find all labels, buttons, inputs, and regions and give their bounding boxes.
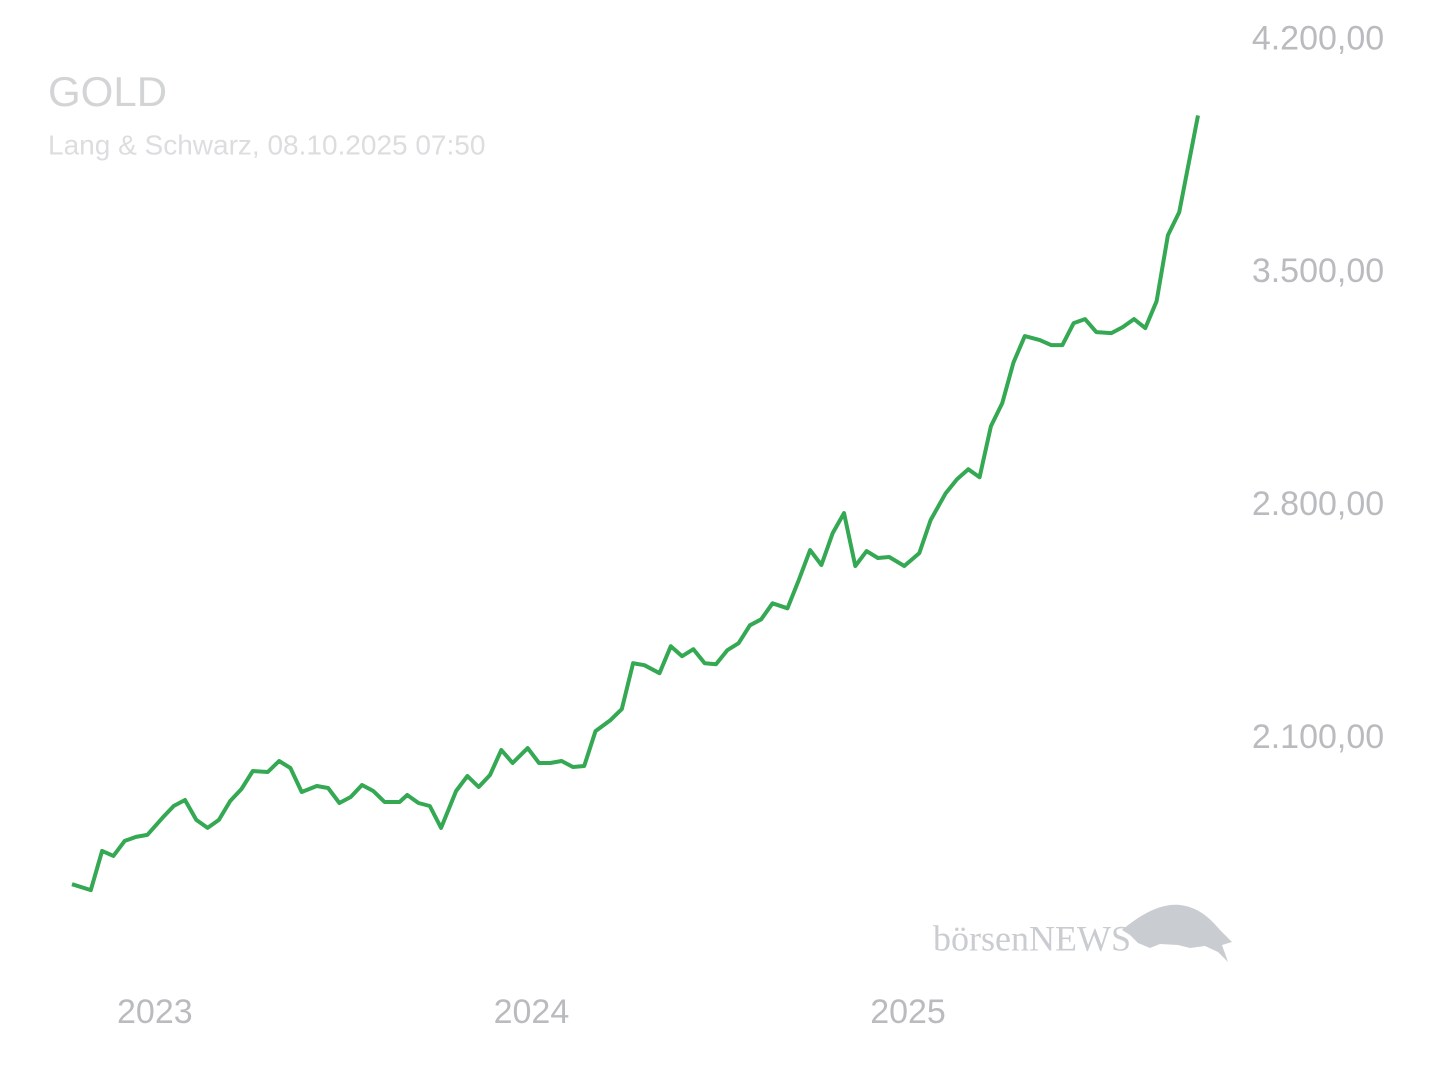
y-tick-label: 4.200,00	[1252, 19, 1384, 57]
x-tick-label: 2025	[870, 993, 946, 1031]
y-tick-label: 3.500,00	[1252, 252, 1384, 290]
x-tick-label: 2024	[494, 993, 570, 1031]
y-tick-label: 2.100,00	[1252, 718, 1384, 756]
watermark: börsenNEWS	[933, 918, 1131, 958]
chart-subtitle: Lang & Schwarz, 08.10.2025 07:50	[48, 129, 485, 160]
y-tick-label: 2.800,00	[1252, 485, 1384, 523]
price-line	[71, 115, 1200, 893]
chart-title: GOLD	[48, 68, 167, 115]
x-tick-label: 2023	[117, 993, 193, 1031]
watermark-bull	[1122, 904, 1232, 962]
